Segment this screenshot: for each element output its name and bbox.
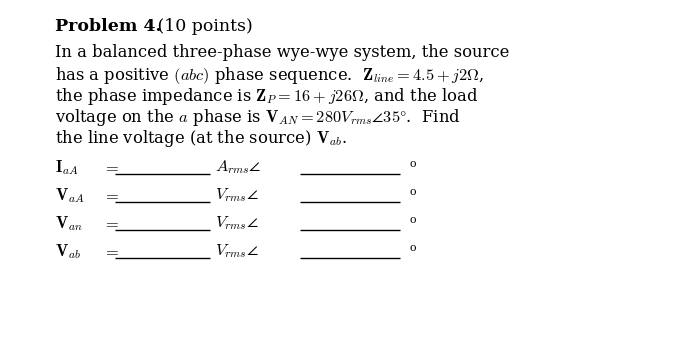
Text: (10 points): (10 points) <box>152 18 253 35</box>
Text: the phase impedance is $\mathbf{Z}_P = 16 + j26\Omega$, and the load: the phase impedance is $\mathbf{Z}_P = 1… <box>55 86 479 107</box>
Text: In a balanced three-phase wye-wye system, the source: In a balanced three-phase wye-wye system… <box>55 44 510 61</box>
Text: o: o <box>409 243 416 253</box>
Text: has a positive $(abc)$ phase sequence.  $\mathbf{Z}_{line} = 4.5 + j2\Omega$,: has a positive $(abc)$ phase sequence. $… <box>55 65 484 86</box>
Text: $V_{rms}\angle$: $V_{rms}\angle$ <box>215 214 259 232</box>
Text: the line voltage (at the source) $\mathbf{V}_{ab}$.: the line voltage (at the source) $\mathb… <box>55 128 346 149</box>
Text: voltage on the $a$ phase is $\mathbf{V}_{AN} = 280V_{rms}\angle 35\degree$.  Fin: voltage on the $a$ phase is $\mathbf{V}_… <box>55 107 461 128</box>
Text: o: o <box>409 187 416 197</box>
Text: $\mathbf{I}_{aA}$: $\mathbf{I}_{aA}$ <box>55 158 78 177</box>
Text: o: o <box>409 215 416 225</box>
Text: $\mathbf{V}_{ab}$: $\mathbf{V}_{ab}$ <box>55 242 81 261</box>
Text: $=$: $=$ <box>103 186 120 203</box>
Text: Problem 4.: Problem 4. <box>55 18 162 35</box>
Text: $=$: $=$ <box>103 214 120 231</box>
Text: o: o <box>409 159 416 169</box>
Text: $A_{rms}\angle$: $A_{rms}\angle$ <box>215 158 262 176</box>
Text: $=$: $=$ <box>103 242 120 259</box>
Text: $V_{rms}\angle$: $V_{rms}\angle$ <box>215 186 259 204</box>
Text: $V_{rms}\angle$: $V_{rms}\angle$ <box>215 242 259 260</box>
Text: $\mathbf{V}_{an}$: $\mathbf{V}_{an}$ <box>55 214 83 233</box>
Text: $\mathbf{V}_{aA}$: $\mathbf{V}_{aA}$ <box>55 186 85 205</box>
Text: $=$: $=$ <box>103 158 120 175</box>
